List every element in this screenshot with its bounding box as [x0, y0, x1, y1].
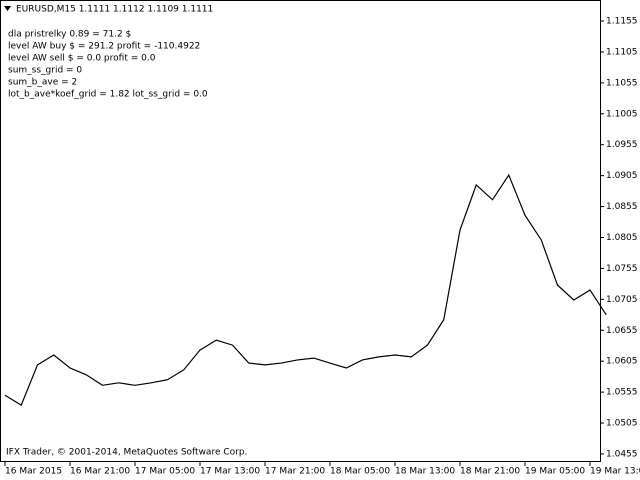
y-tick-label: 1.0955: [606, 140, 638, 150]
info-line: sum_b_ave = 2: [8, 78, 77, 88]
x-tick-label: 17 Mar 05:00: [135, 467, 195, 477]
info-line: level AW sell $ = 0.0 profit = 0.0: [8, 54, 156, 64]
info-line: level AW buy $ = 291.2 profit = -110.492…: [8, 42, 200, 52]
info-line: sum_ss_grid = 0: [8, 66, 82, 76]
info-line: dla pristrelky 0.89 = 71.2 $: [8, 30, 131, 40]
y-tick-label: 1.1105: [606, 47, 638, 57]
y-tick-label: 1.0505: [606, 419, 638, 429]
y-tick-label: 1.0905: [606, 171, 638, 181]
y-tick-label: 1.0455: [606, 449, 638, 459]
y-tick-label: 1.0655: [606, 326, 638, 336]
x-tick-label: 17 Mar 21:00: [265, 467, 325, 477]
x-tick-label: 16 Mar 21:00: [70, 467, 130, 477]
footer: IFX Trader, © 2001-2014, MetaQuotes Soft…: [6, 448, 247, 458]
price-line: [4, 173, 607, 406]
y-tick-label: 1.1005: [606, 109, 638, 119]
x-tick-label: 18 Mar 13:00: [395, 467, 455, 477]
chart-title: EURUSD,M15 1.1111 1.1112 1.1109 1.1111: [16, 5, 213, 15]
x-tick-label: 19 Mar 05:00: [525, 467, 585, 477]
y-tick-label: 1.0555: [606, 388, 638, 398]
info-line: lot_b_ave*koef_grid = 1.82 lot_ss_grid =…: [8, 90, 208, 100]
y-tick-label: 1.0805: [606, 233, 638, 243]
x-tick-label: 16 Mar 2015: [5, 467, 62, 477]
plot-frame: [0, 0, 601, 462]
x-tick-label: 18 Mar 21:00: [460, 467, 520, 477]
x-tick-label: 18 Mar 05:00: [330, 467, 390, 477]
y-tick-label: 1.1055: [606, 78, 638, 88]
y-tick-label: 1.0605: [606, 357, 638, 367]
symbol-menu[interactable]: [4, 6, 11, 11]
x-tick-label: 17 Mar 13:00: [200, 467, 260, 477]
y-tick-label: 1.1155: [606, 17, 638, 27]
y-tick-label: 1.0755: [606, 264, 638, 274]
y-tick-label: 1.0705: [606, 295, 638, 305]
x-tick-label: 19 Mar 13:00: [590, 467, 640, 477]
y-tick-label: 1.0855: [606, 202, 638, 212]
